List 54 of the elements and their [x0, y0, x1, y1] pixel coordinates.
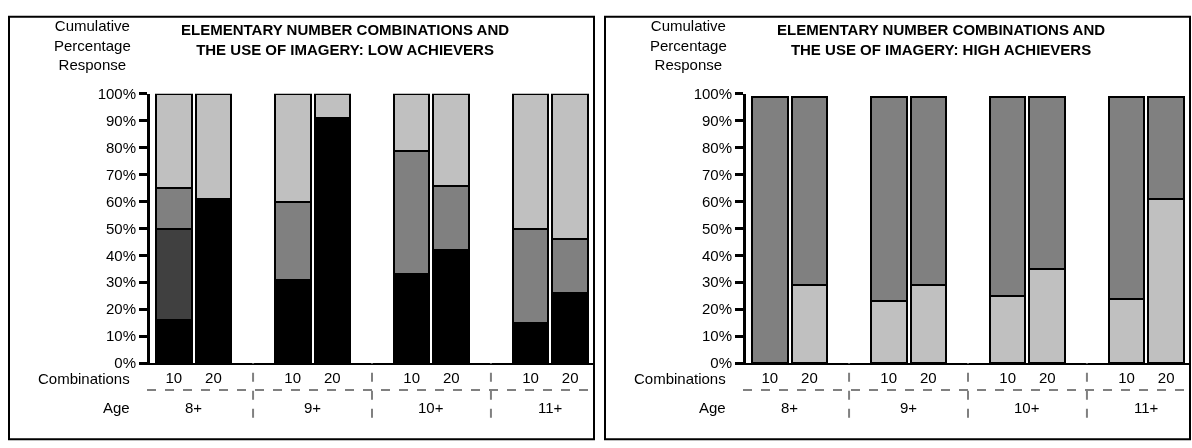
x-tick-label: 20	[324, 369, 341, 387]
x-tick-label: 10	[403, 369, 420, 387]
text: 10+	[418, 399, 444, 416]
y-tick-label: 10%	[105, 327, 136, 345]
x-tick-label: 20	[561, 369, 579, 387]
text: Age	[699, 399, 726, 416]
x-tick-label: 20	[1157, 369, 1175, 387]
y-tick-label: 100%	[97, 84, 136, 102]
y-tick-label: 50%	[105, 219, 136, 237]
y-tick-label: 100%	[693, 84, 732, 102]
text: 11+	[538, 399, 563, 416]
text: 10+	[1014, 399, 1040, 416]
x-tick-label: 10	[284, 369, 302, 387]
x-tick-label: 10	[165, 369, 183, 387]
y-tick-label: 30%	[105, 273, 136, 291]
y-tick-label: 70%	[105, 165, 136, 183]
chart-title: ELEMENTARY NUMBER COMBINATIONS AND THE USE OF IMAGERY: LOW ACHIEVERS	[181, 21, 510, 58]
y-axis-title: Cumulative Percentage Response	[54, 17, 131, 73]
text: Age	[103, 399, 130, 416]
y-tick-label: 60%	[701, 192, 732, 210]
x-tick-label: 10	[1118, 369, 1135, 387]
y-tick-label: 80%	[701, 138, 732, 156]
y-tick-label: 50%	[701, 219, 732, 237]
x-tick-label: 10	[999, 369, 1016, 387]
x-tick-label: 20	[205, 369, 222, 387]
x-tick-label: 10	[761, 369, 779, 387]
y-tick-label: 70%	[701, 165, 732, 183]
text: Combinations	[634, 370, 726, 387]
y-tick-label: 20%	[105, 300, 136, 318]
x-tick-label: 20	[801, 369, 818, 387]
y-tick-label: 80%	[105, 138, 136, 156]
text: 9+	[304, 399, 322, 416]
x-tick-label: 20	[920, 369, 937, 387]
text: Combinations	[38, 370, 130, 387]
y-tick-label: 20%	[701, 300, 732, 318]
y-tick-label: 10%	[701, 327, 732, 345]
y-tick-label: 90%	[105, 111, 136, 129]
chart-title: ELEMENTARY NUMBER COMBINATIONS AND THE USE OF IMAGERY: HIGH ACHIEVERS	[777, 21, 1106, 58]
y-tick-label: 0%	[710, 354, 732, 372]
y-axis-title: Cumulative Percentage Response	[650, 17, 727, 73]
text: 8+	[781, 399, 799, 416]
y-tick-label: 30%	[701, 273, 732, 291]
x-tick-label: 20	[442, 369, 460, 387]
text: 11+	[1134, 399, 1159, 416]
x-tick-label: 10	[522, 369, 539, 387]
y-tick-label: 60%	[105, 192, 136, 210]
y-tick-label: 90%	[701, 111, 732, 129]
y-tick-label: 0%	[114, 354, 136, 372]
y-tick-label: 40%	[701, 246, 732, 264]
y-tick-label: 40%	[105, 246, 136, 264]
text: 9+	[900, 399, 918, 416]
x-tick-label: 20	[1038, 369, 1056, 387]
x-tick-label: 10	[880, 369, 898, 387]
text: 8+	[185, 399, 203, 416]
